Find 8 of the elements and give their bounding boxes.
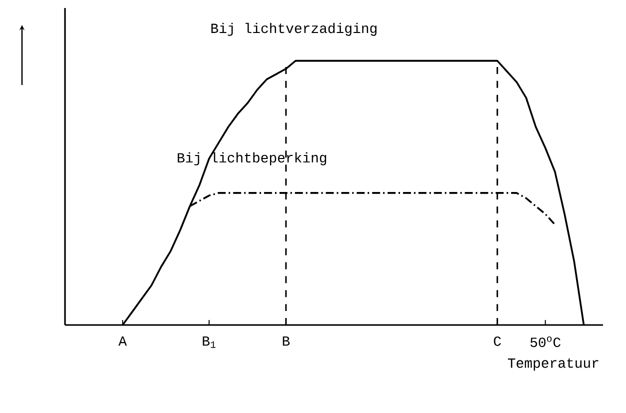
x-tick-label: B$_{1}$ [202, 336, 216, 348]
series-label: Bij lichtbeperking [178, 152, 326, 166]
x-axis-title: Temperatuur [508, 358, 598, 371]
series-label: Bij lichtverzadiging [211, 22, 376, 36]
x-tick-label: C [494, 336, 501, 346]
x-tick-label: A [118, 336, 127, 346]
x-tick-label: B [282, 336, 290, 346]
x-tick-label: 50$^{o}$C [530, 336, 561, 348]
